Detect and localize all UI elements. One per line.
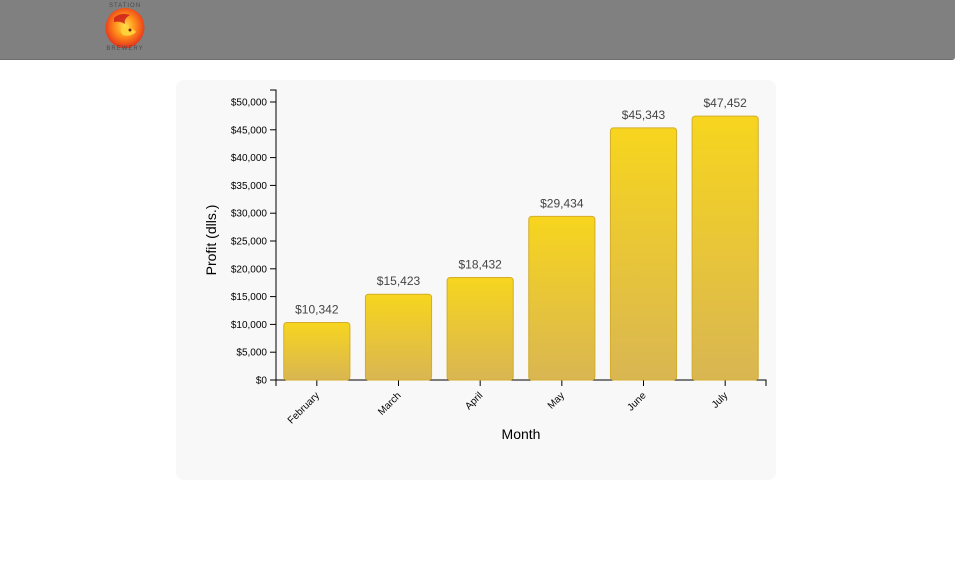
brand-logo[interactable]: STATION BREWERY	[100, 2, 150, 56]
bar-value-label: $47,452	[703, 96, 747, 110]
x-axis-title: Month	[502, 426, 541, 442]
y-tick-label: $15,000	[231, 292, 268, 303]
chart-card: $0 $5,000 $10,000 $15,000 $20,000 $25,000 $30,…	[176, 80, 776, 480]
bar-value-label: $18,432	[458, 258, 502, 272]
bar-value-label: $15,423	[377, 274, 421, 288]
value-labels: $10,342 $15,423 $18,432 $29,434 $45,343 $47,4…	[295, 96, 747, 316]
bar[interactable]	[447, 278, 513, 380]
bar-value-label: $29,434	[540, 196, 584, 210]
y-tick-label: $40,000	[231, 153, 268, 164]
y-tick-label: $0	[256, 376, 268, 387]
logo-bottom-text: BREWERY	[100, 46, 150, 52]
x-tick-label: February	[286, 390, 322, 426]
app-header: STATION BREWERY	[0, 0, 955, 60]
x-axis: February March April May June July	[276, 380, 766, 426]
y-axis-line	[270, 90, 276, 380]
x-tick-label: June	[626, 390, 649, 413]
bar-value-label: $45,343	[622, 108, 666, 122]
y-axis: $0 $5,000 $10,000 $15,000 $20,000 $25,000 $30,…	[231, 90, 276, 387]
y-tick-label: $20,000	[231, 264, 268, 275]
bar[interactable]	[529, 216, 595, 380]
x-tick-label: March	[376, 390, 403, 417]
x-tick-label: July	[710, 390, 730, 410]
x-tick-label: May	[546, 390, 567, 411]
x-tick-label: April	[463, 390, 485, 412]
y-tick-label: $35,000	[231, 181, 268, 192]
bar[interactable]	[365, 294, 431, 380]
bar[interactable]	[692, 116, 758, 380]
y-tick-label: $30,000	[231, 209, 268, 220]
y-tick-label: $25,000	[231, 237, 268, 248]
y-tick-label: $45,000	[231, 125, 268, 136]
profit-bar-chart: $0 $5,000 $10,000 $15,000 $20,000 $25,000 $30,…	[176, 80, 776, 480]
y-axis-title: Profit (dlls.)	[203, 205, 219, 276]
y-tick-label: $10,000	[231, 320, 268, 331]
bars	[284, 116, 758, 380]
bar[interactable]	[610, 128, 676, 380]
y-tick-label: $50,000	[231, 98, 268, 109]
bar[interactable]	[284, 322, 350, 380]
y-tick-label: $5,000	[236, 348, 267, 359]
x-axis-line	[276, 380, 766, 386]
bar-value-label: $10,342	[295, 302, 339, 316]
